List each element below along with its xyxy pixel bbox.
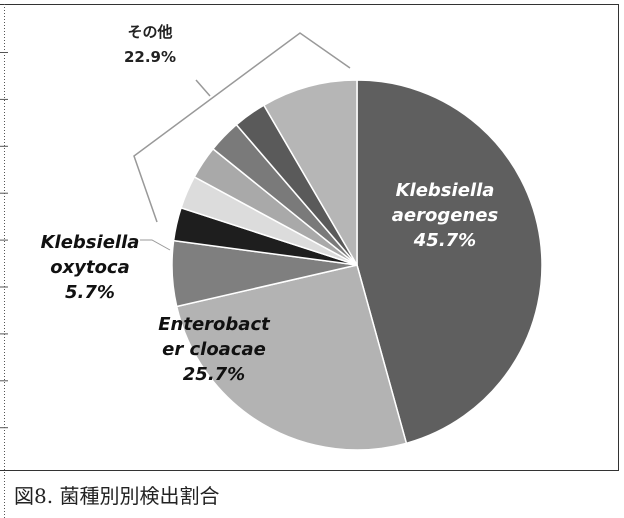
slice-label: Klebsiella oxytoca 5.7% [30, 230, 150, 305]
pie-slice [356, 79, 543, 445]
category-label: Klebsiella oxytoca [40, 232, 140, 278]
group-name: その他 [127, 23, 173, 41]
value-label: 5.7% [65, 282, 115, 303]
caption: 図8. 菌種別別検出割合 [14, 484, 220, 508]
pie-slice [175, 264, 408, 451]
group-bracket [133, 32, 351, 223]
category-label: Klebsiella aerogenes [391, 180, 499, 226]
group-value: 22.9% [123, 48, 177, 66]
value-label: 45.7% [413, 230, 477, 251]
value-label: 25.7% [182, 364, 246, 385]
group-label: その他 22.9% [100, 20, 200, 70]
pie-slice [262, 79, 358, 268]
leader-line [140, 239, 171, 251]
slice-label: Klebsiella aerogenes 45.7% [380, 178, 510, 253]
category-label: Enterobacter cloacae [158, 314, 270, 360]
group-leader [195, 79, 211, 97]
slice-label: Enterobacter cloacae 25.7% [155, 312, 273, 387]
